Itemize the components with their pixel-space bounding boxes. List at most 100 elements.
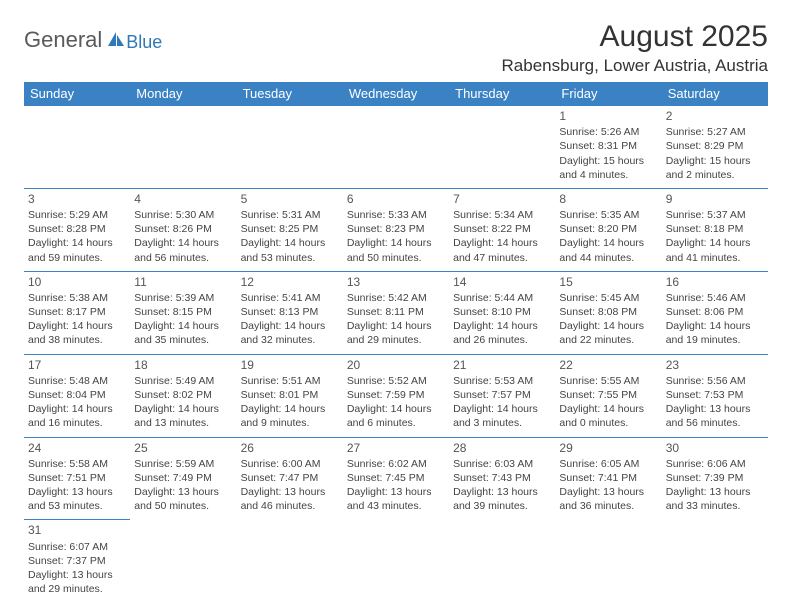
sunrise-line: Sunrise: 5:42 AM (347, 291, 445, 305)
daylight-line: Daylight: 14 hours and 47 minutes. (453, 236, 551, 264)
sunset-line: Sunset: 8:10 PM (453, 305, 551, 319)
calendar-cell: 18Sunrise: 5:49 AMSunset: 8:02 PMDayligh… (130, 354, 236, 437)
calendar-cell: 20Sunrise: 5:52 AMSunset: 7:59 PMDayligh… (343, 354, 449, 437)
weekday-header: Wednesday (343, 82, 449, 106)
sunrise-line: Sunrise: 5:35 AM (559, 208, 657, 222)
calendar-cell: 8Sunrise: 5:35 AMSunset: 8:20 PMDaylight… (555, 188, 661, 271)
day-number: 2 (666, 108, 764, 124)
calendar-cell (237, 520, 343, 602)
sunrise-line: Sunrise: 5:38 AM (28, 291, 126, 305)
sunrise-line: Sunrise: 5:55 AM (559, 374, 657, 388)
calendar-cell: 14Sunrise: 5:44 AMSunset: 8:10 PMDayligh… (449, 271, 555, 354)
sunset-line: Sunset: 8:13 PM (241, 305, 339, 319)
sunset-line: Sunset: 8:01 PM (241, 388, 339, 402)
calendar-cell: 10Sunrise: 5:38 AMSunset: 8:17 PMDayligh… (24, 271, 130, 354)
daylight-line: Daylight: 15 hours and 4 minutes. (559, 154, 657, 182)
sunset-line: Sunset: 7:57 PM (453, 388, 551, 402)
sunrise-line: Sunrise: 6:07 AM (28, 540, 126, 554)
day-number: 11 (134, 274, 232, 290)
sunset-line: Sunset: 7:51 PM (28, 471, 126, 485)
sunset-line: Sunset: 7:47 PM (241, 471, 339, 485)
sunrise-line: Sunrise: 5:30 AM (134, 208, 232, 222)
day-number: 15 (559, 274, 657, 290)
calendar-cell: 28Sunrise: 6:03 AMSunset: 7:43 PMDayligh… (449, 437, 555, 520)
sunrise-line: Sunrise: 5:51 AM (241, 374, 339, 388)
day-number: 1 (559, 108, 657, 124)
sunset-line: Sunset: 7:37 PM (28, 554, 126, 568)
daylight-line: Daylight: 14 hours and 50 minutes. (347, 236, 445, 264)
weekday-header: Thursday (449, 82, 555, 106)
daylight-line: Daylight: 13 hours and 56 minutes. (666, 402, 764, 430)
sunrise-line: Sunrise: 5:31 AM (241, 208, 339, 222)
day-number: 8 (559, 191, 657, 207)
sunrise-line: Sunrise: 5:26 AM (559, 125, 657, 139)
calendar-week: 24Sunrise: 5:58 AMSunset: 7:51 PMDayligh… (24, 437, 768, 520)
calendar-cell (343, 106, 449, 189)
calendar-cell: 29Sunrise: 6:05 AMSunset: 7:41 PMDayligh… (555, 437, 661, 520)
day-number: 7 (453, 191, 551, 207)
calendar-cell: 7Sunrise: 5:34 AMSunset: 8:22 PMDaylight… (449, 188, 555, 271)
daylight-line: Daylight: 13 hours and 53 minutes. (28, 485, 126, 513)
calendar-cell (449, 520, 555, 602)
sunset-line: Sunset: 7:45 PM (347, 471, 445, 485)
daylight-line: Daylight: 14 hours and 0 minutes. (559, 402, 657, 430)
calendar-cell: 15Sunrise: 5:45 AMSunset: 8:08 PMDayligh… (555, 271, 661, 354)
day-number: 24 (28, 440, 126, 456)
day-number: 25 (134, 440, 232, 456)
sunset-line: Sunset: 8:31 PM (559, 139, 657, 153)
sunrise-line: Sunrise: 5:44 AM (453, 291, 551, 305)
calendar-cell: 4Sunrise: 5:30 AMSunset: 8:26 PMDaylight… (130, 188, 236, 271)
logo-text-general: General (24, 27, 102, 53)
daylight-line: Daylight: 14 hours and 32 minutes. (241, 319, 339, 347)
daylight-line: Daylight: 14 hours and 26 minutes. (453, 319, 551, 347)
sunrise-line: Sunrise: 5:59 AM (134, 457, 232, 471)
daylight-line: Daylight: 13 hours and 43 minutes. (347, 485, 445, 513)
calendar-week: 3Sunrise: 5:29 AMSunset: 8:28 PMDaylight… (24, 188, 768, 271)
calendar-cell: 26Sunrise: 6:00 AMSunset: 7:47 PMDayligh… (237, 437, 343, 520)
day-number: 3 (28, 191, 126, 207)
sunrise-line: Sunrise: 5:39 AM (134, 291, 232, 305)
daylight-line: Daylight: 13 hours and 39 minutes. (453, 485, 551, 513)
calendar-cell: 11Sunrise: 5:39 AMSunset: 8:15 PMDayligh… (130, 271, 236, 354)
weekday-header: Saturday (662, 82, 768, 106)
day-number: 13 (347, 274, 445, 290)
logo-text-blue: Blue (126, 32, 162, 53)
sunrise-line: Sunrise: 6:02 AM (347, 457, 445, 471)
day-number: 21 (453, 357, 551, 373)
sunset-line: Sunset: 8:11 PM (347, 305, 445, 319)
sunset-line: Sunset: 7:49 PM (134, 471, 232, 485)
calendar-cell: 31Sunrise: 6:07 AMSunset: 7:37 PMDayligh… (24, 520, 130, 602)
day-number: 31 (28, 522, 126, 538)
sunrise-line: Sunrise: 5:56 AM (666, 374, 764, 388)
sunrise-line: Sunrise: 5:27 AM (666, 125, 764, 139)
sunrise-line: Sunrise: 5:48 AM (28, 374, 126, 388)
calendar-week: 17Sunrise: 5:48 AMSunset: 8:04 PMDayligh… (24, 354, 768, 437)
sunrise-line: Sunrise: 5:37 AM (666, 208, 764, 222)
sunrise-line: Sunrise: 5:46 AM (666, 291, 764, 305)
day-number: 18 (134, 357, 232, 373)
daylight-line: Daylight: 14 hours and 59 minutes. (28, 236, 126, 264)
day-number: 26 (241, 440, 339, 456)
title-block: August 2025 Rabensburg, Lower Austria, A… (502, 20, 768, 76)
day-number: 22 (559, 357, 657, 373)
daylight-line: Daylight: 13 hours and 33 minutes. (666, 485, 764, 513)
calendar-cell: 30Sunrise: 6:06 AMSunset: 7:39 PMDayligh… (662, 437, 768, 520)
calendar-cell: 12Sunrise: 5:41 AMSunset: 8:13 PMDayligh… (237, 271, 343, 354)
day-number: 19 (241, 357, 339, 373)
sunset-line: Sunset: 8:26 PM (134, 222, 232, 236)
weekday-header: Tuesday (237, 82, 343, 106)
calendar-week: 10Sunrise: 5:38 AMSunset: 8:17 PMDayligh… (24, 271, 768, 354)
daylight-line: Daylight: 14 hours and 41 minutes. (666, 236, 764, 264)
day-number: 23 (666, 357, 764, 373)
daylight-line: Daylight: 13 hours and 50 minutes. (134, 485, 232, 513)
calendar-cell: 5Sunrise: 5:31 AMSunset: 8:25 PMDaylight… (237, 188, 343, 271)
sunset-line: Sunset: 8:25 PM (241, 222, 339, 236)
sunset-line: Sunset: 8:28 PM (28, 222, 126, 236)
weekday-header: Monday (130, 82, 236, 106)
sunset-line: Sunset: 8:22 PM (453, 222, 551, 236)
sunset-line: Sunset: 8:02 PM (134, 388, 232, 402)
calendar-cell: 9Sunrise: 5:37 AMSunset: 8:18 PMDaylight… (662, 188, 768, 271)
calendar-cell: 19Sunrise: 5:51 AMSunset: 8:01 PMDayligh… (237, 354, 343, 437)
sunset-line: Sunset: 8:06 PM (666, 305, 764, 319)
sunset-line: Sunset: 7:55 PM (559, 388, 657, 402)
